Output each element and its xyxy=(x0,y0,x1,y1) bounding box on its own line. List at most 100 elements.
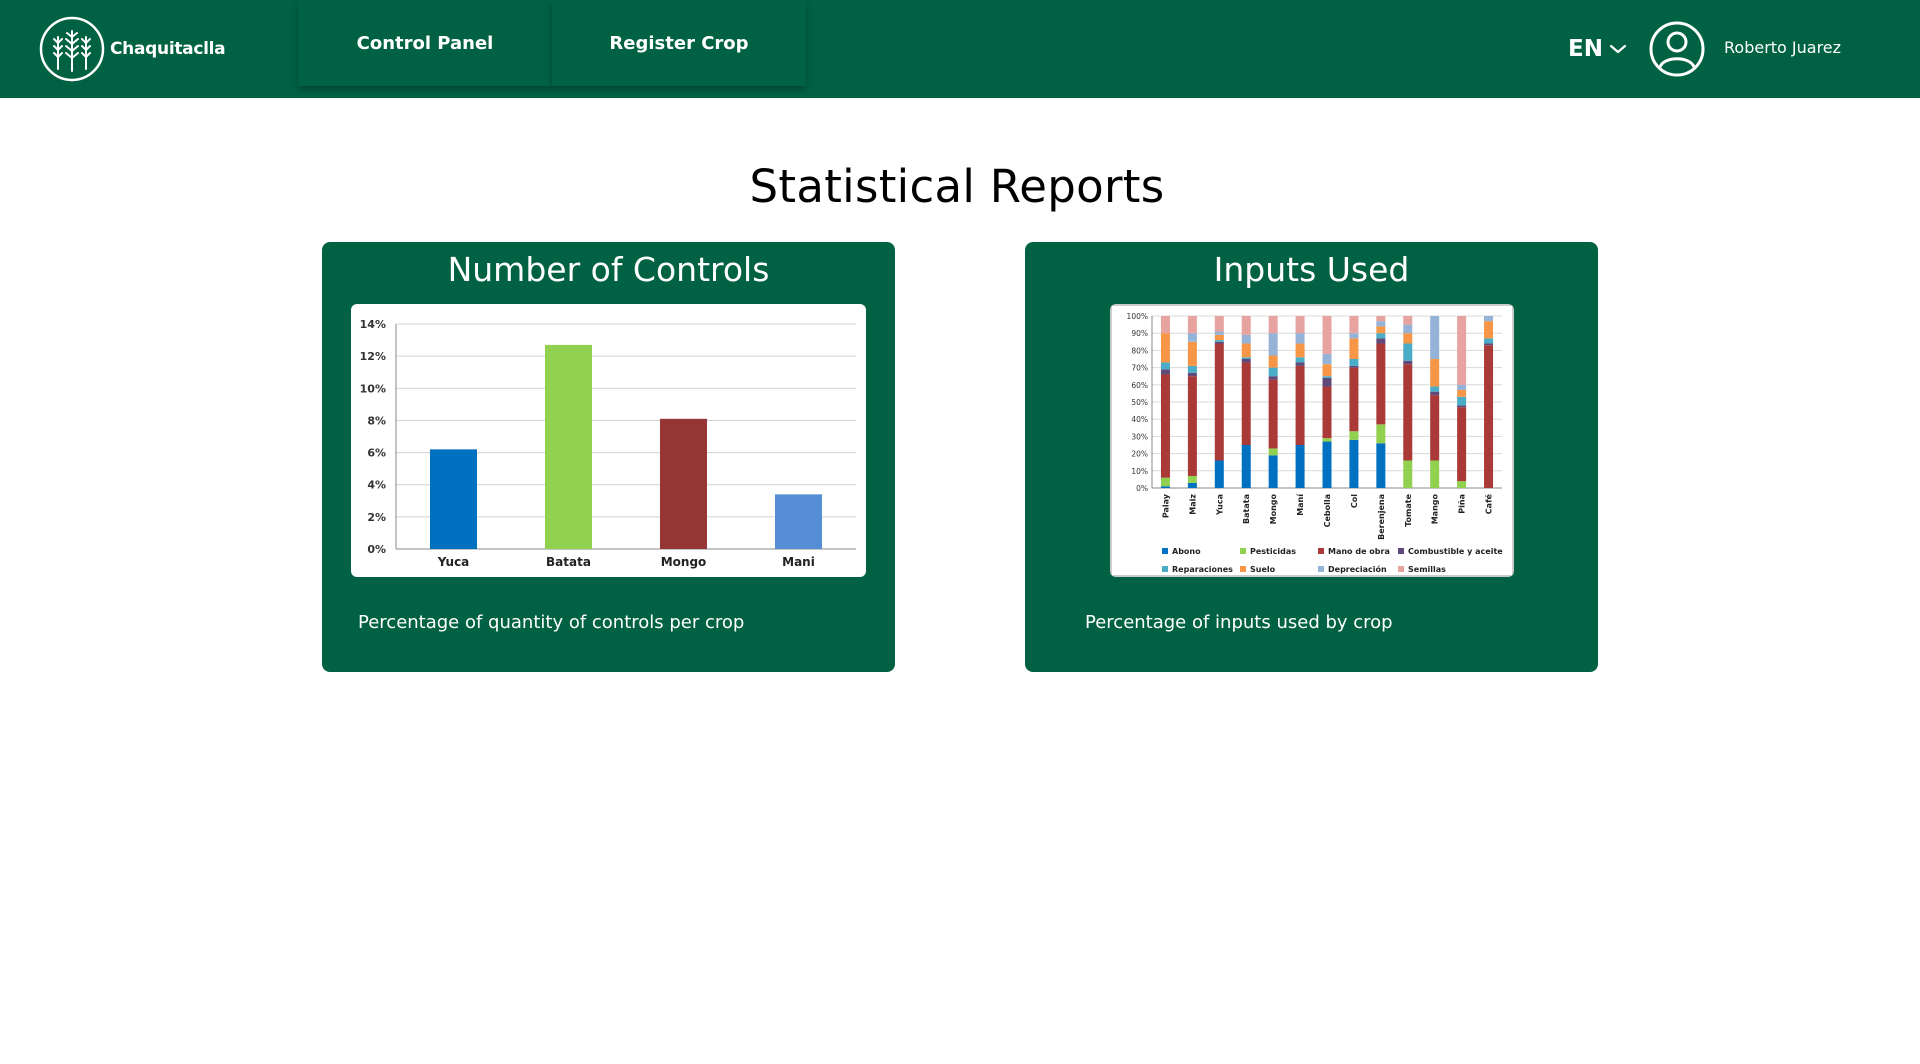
bar-segment xyxy=(1376,316,1386,322)
bar-mongo xyxy=(660,418,707,549)
legend-swatch xyxy=(1162,566,1168,572)
bar-segment xyxy=(1160,316,1170,334)
x-tick-label: Yuca xyxy=(1215,494,1224,516)
x-tick-label: Cebolla xyxy=(1323,494,1332,527)
y-tick-label: 2% xyxy=(367,511,386,524)
bar-segment xyxy=(1457,396,1467,406)
bar-segment xyxy=(1403,460,1413,488)
bar-segment xyxy=(1214,316,1224,332)
bar-yuca xyxy=(430,449,477,549)
legend-label: Suelo xyxy=(1250,565,1276,574)
bar-segment xyxy=(1187,376,1197,476)
y-tick-label: 20% xyxy=(1131,450,1148,459)
bar-segment xyxy=(1268,379,1278,449)
legend-swatch xyxy=(1162,548,1168,554)
bar-segment xyxy=(1295,362,1305,366)
inputs-report-card: Inputs Used 0% 10% 20% 30% 40% 50% 60% 70% 80% 90… xyxy=(1025,242,1598,672)
bar-segment xyxy=(1268,376,1278,380)
bar-segment xyxy=(1187,475,1197,483)
user-avatar-icon[interactable] xyxy=(1648,20,1706,78)
bar-batata xyxy=(545,344,592,549)
bar-segment xyxy=(1322,376,1332,378)
x-tick-label: Mango xyxy=(1431,494,1440,525)
bar-segment xyxy=(1430,316,1440,359)
legend-swatch xyxy=(1240,548,1246,554)
bar-segment xyxy=(1349,338,1359,359)
card-title: Number of Controls xyxy=(447,250,770,289)
bar-segment xyxy=(1214,460,1224,488)
legend-label: Pesticidas xyxy=(1250,547,1296,556)
bar-segment xyxy=(1430,395,1440,461)
bar-mani xyxy=(775,494,822,549)
bar-segment xyxy=(1268,448,1278,456)
controls-report-card: Number of Controls 0% 2% 4% 6% 8% 10% 12% 14% Yu… xyxy=(322,242,895,672)
bar-segment xyxy=(1403,324,1413,334)
x-tick-label: Batata xyxy=(1242,494,1251,524)
y-tick-label: 10% xyxy=(1131,467,1148,476)
y-tick-label: 0% xyxy=(1136,484,1148,493)
y-tick-label: 90% xyxy=(1131,329,1148,338)
language-selector[interactable]: EN xyxy=(1568,30,1627,68)
bar-segment xyxy=(1376,333,1386,339)
legend-swatch xyxy=(1398,566,1404,572)
bar-segment xyxy=(1214,340,1224,342)
user-name[interactable]: Roberto Juarez xyxy=(1724,38,1842,57)
y-tick-label: 0% xyxy=(367,543,386,556)
y-tick-label: 12% xyxy=(360,350,386,363)
x-tick-label: Batata xyxy=(546,555,591,569)
bar-segment xyxy=(1268,455,1278,488)
bar-segment xyxy=(1187,365,1197,373)
bar-segment xyxy=(1241,343,1251,358)
x-tick-label: Yuca xyxy=(437,555,470,569)
bar-segment xyxy=(1349,359,1359,366)
bar-segment xyxy=(1430,386,1440,392)
x-tick-label: Mongo xyxy=(661,555,707,569)
card-title: Inputs Used xyxy=(1213,250,1410,289)
nav-control-panel[interactable]: Control Panel xyxy=(298,0,552,86)
bar-segment xyxy=(1295,333,1305,344)
bar-segment xyxy=(1187,333,1197,342)
bar-segment xyxy=(1457,407,1467,482)
brand-logo[interactable]: Chaquitaclla xyxy=(38,15,226,83)
x-tick-label: Berenjena xyxy=(1377,494,1386,540)
y-tick-label: 50% xyxy=(1131,398,1148,407)
top-navbar: Chaquitaclla Control Panel Register Crop… xyxy=(0,0,1920,98)
controls-bar-chart: 0% 2% 4% 6% 8% 10% 12% 14% Yuca Batata Mongo Mani xyxy=(360,318,856,569)
bar-segment xyxy=(1160,333,1170,363)
y-tick-label: 14% xyxy=(360,318,386,331)
bar-segment xyxy=(1322,386,1332,439)
bar-segment xyxy=(1241,357,1251,359)
x-tick-label: Mongo xyxy=(1269,493,1278,524)
x-tick-label: Piña xyxy=(1458,494,1467,514)
bar-segment xyxy=(1241,362,1251,445)
bar-segment xyxy=(1457,405,1467,408)
page-title: Statistical Reports xyxy=(749,160,1165,213)
bar-segment xyxy=(1160,477,1170,487)
bar-segment xyxy=(1430,391,1440,396)
controls-chart: 0% 2% 4% 6% 8% 10% 12% 14% Yuca Batata Mongo Mani xyxy=(351,304,866,577)
bar-segment xyxy=(1241,316,1251,335)
bar-segment xyxy=(1484,338,1494,344)
legend-label: Abono xyxy=(1172,547,1201,556)
y-tick-label: 10% xyxy=(360,382,386,395)
bar-segment xyxy=(1403,364,1413,461)
nav-register-crop[interactable]: Register Crop xyxy=(552,0,806,86)
bar-segment xyxy=(1376,338,1386,344)
language-label: EN xyxy=(1568,36,1603,62)
bar-segment xyxy=(1187,372,1197,377)
y-tick-label: 60% xyxy=(1131,381,1148,390)
bar-segment xyxy=(1295,365,1305,445)
bar-segment xyxy=(1322,438,1332,442)
y-tick-label: 70% xyxy=(1131,364,1148,373)
wheat-logo-icon xyxy=(39,16,105,82)
chart-frame xyxy=(1110,304,1514,577)
bar-segment xyxy=(1322,441,1332,488)
bar-segment xyxy=(1457,389,1467,397)
bar-segment xyxy=(1295,316,1305,334)
x-tick-label: Maiz xyxy=(1188,494,1197,515)
bar-segment xyxy=(1457,481,1467,488)
bar-segment xyxy=(1214,334,1224,341)
bar-segment xyxy=(1295,343,1305,358)
legend-swatch xyxy=(1398,548,1404,554)
bar-segment xyxy=(1160,374,1170,478)
